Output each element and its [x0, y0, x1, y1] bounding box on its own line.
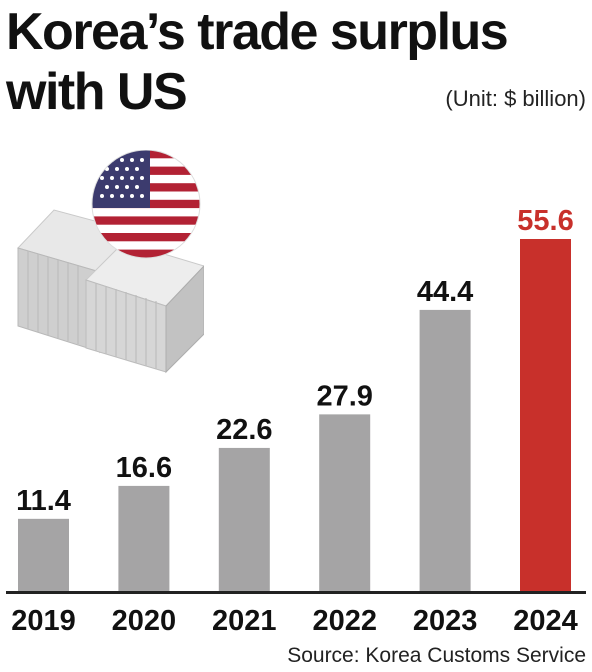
title-line-2: with US — [6, 63, 188, 121]
bar-2022 — [319, 414, 371, 591]
data-label-2019: 11.4 — [16, 485, 71, 517]
chart-title: Korea’s trade surplus with US — [6, 2, 509, 122]
bar-2019 — [18, 518, 69, 591]
unit-label: (Unit: $ billion) — [445, 86, 586, 111]
bars-group — [18, 239, 571, 591]
x-tick-labels-group: 2019 2020 2021 2022 2023 2024 — [11, 605, 578, 637]
bar-2020 — [118, 485, 170, 591]
data-labels-group: 11.4 16.6 22.6 27.9 44.4 55.6 — [16, 205, 574, 517]
x-tick-2023: 2023 — [413, 605, 478, 637]
bar-2023 — [419, 309, 471, 591]
us-flag-icon — [91, 150, 201, 259]
x-tick-2020: 2020 — [112, 605, 177, 637]
x-tick-2022: 2022 — [312, 605, 377, 637]
illustration — [17, 150, 204, 374]
data-label-2022: 27.9 — [316, 380, 372, 412]
x-tick-2024: 2024 — [513, 605, 578, 637]
bar-2021 — [218, 447, 270, 591]
x-tick-2021: 2021 — [212, 605, 277, 637]
bar-2024 — [520, 239, 571, 591]
data-label-2024: 55.6 — [517, 205, 573, 237]
data-label-2020: 16.6 — [116, 452, 172, 484]
data-label-2023: 44.4 — [417, 276, 473, 308]
title-line-1: Korea’s trade surplus — [6, 3, 509, 61]
source-note: Source: Korea Customs Service — [287, 644, 586, 667]
x-tick-2019: 2019 — [11, 605, 76, 637]
data-label-2021: 22.6 — [216, 414, 272, 446]
